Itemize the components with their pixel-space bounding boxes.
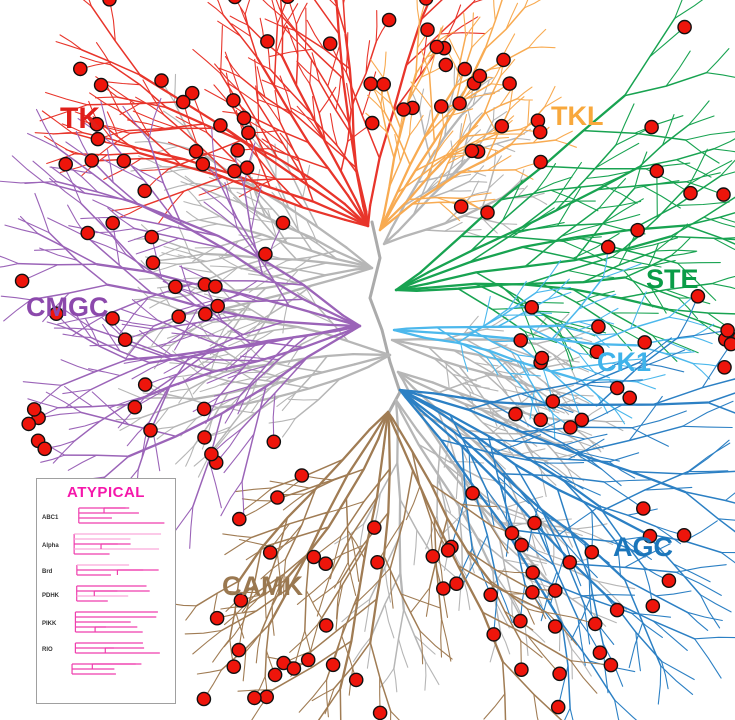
atypical-title: ATYPICAL — [67, 484, 145, 501]
family-label-ste: STE — [646, 264, 699, 294]
atypical-group-brd: Brd — [39, 562, 175, 582]
family-label-camk: CAMK — [222, 571, 303, 601]
atypical-group-label: PIKK — [42, 621, 57, 627]
atypical-group-label: Brd — [42, 569, 53, 575]
family-label-cmgc: CMGC — [26, 292, 109, 322]
atypical-dendrogram — [76, 564, 159, 576]
atypical-group-alpha: Alpha — [39, 531, 175, 561]
atypical-group-pikk: PIKK — [39, 609, 175, 639]
atypical-group-label: PDHK — [42, 592, 60, 599]
atypical-panel: ATYPICAL ABC1 Alpha Brd PDHK PIKK RIO — [36, 478, 176, 704]
atypical-group-label: ABC1 — [42, 514, 59, 521]
atypical-group-label: RIO — [42, 647, 53, 653]
atypical-dendrogram — [78, 507, 165, 524]
atypical-group-label: Alpha — [42, 543, 59, 549]
family-label-tkl: TKL — [551, 101, 604, 131]
atypical-dendrogram — [76, 585, 150, 602]
atypical-group-pdhk: PDHK — [39, 583, 175, 608]
atypical-dendrogram — [74, 611, 158, 633]
atypical-dendrogram — [71, 663, 142, 675]
family-label-agc: AGC — [613, 532, 673, 562]
atypical-group-rio: RIO — [39, 640, 175, 660]
family-label-ck1: CK1 — [597, 347, 652, 377]
family-label-tk: TK — [60, 102, 100, 135]
atypical-group-unlabeled — [39, 661, 175, 681]
atypical-dendrogram — [73, 533, 162, 555]
atypical-group-abc1: ABC1 — [39, 505, 175, 530]
atypical-dendrogram — [74, 642, 160, 654]
